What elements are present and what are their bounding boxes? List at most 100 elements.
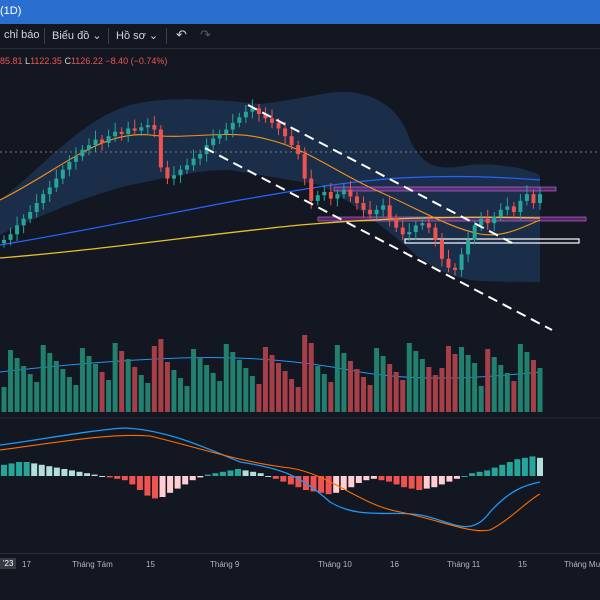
- volume-bar: [393, 372, 399, 412]
- candle-body: [2, 239, 6, 244]
- profile-button[interactable]: Hồ sơ ⌄: [116, 29, 158, 42]
- macd-histogram-bar: [272, 476, 279, 479]
- volume-bar: [86, 356, 92, 412]
- macd-histogram-bar: [348, 476, 355, 488]
- volume-bar: [465, 355, 471, 412]
- volume-bar: [445, 346, 451, 412]
- volume-bar: [230, 352, 236, 412]
- macd-histogram-bar: [280, 476, 287, 482]
- price-chart-canvas[interactable]: [0, 48, 600, 553]
- candle-body: [498, 209, 503, 217]
- macd-histogram-bar: [182, 476, 189, 485]
- volume-bar: [413, 351, 419, 412]
- volume-bar: [145, 383, 151, 412]
- candle-body: [387, 205, 392, 219]
- candle-body: [178, 169, 183, 176]
- macd-histogram-bar: [31, 463, 38, 476]
- macd-histogram-bar: [46, 466, 53, 476]
- volume-bar: [106, 380, 112, 412]
- volume-bar: [504, 373, 510, 412]
- candle-body: [8, 234, 13, 240]
- macd-histogram-bar: [265, 476, 272, 477]
- trendline-lower[interactable]: [204, 147, 553, 331]
- volume-bar: [432, 375, 438, 412]
- volume-bar: [282, 371, 288, 412]
- macd-histogram-bar: [159, 476, 166, 497]
- volume-bar: [452, 354, 458, 412]
- macd-histogram-bar: [378, 476, 385, 481]
- macd-histogram-bar: [129, 476, 136, 485]
- macd-histogram-bar: [189, 476, 196, 481]
- volume-bar: [256, 384, 262, 412]
- candles: [2, 99, 542, 277]
- macd-histogram-bar: [401, 476, 408, 488]
- candle-body: [348, 189, 353, 197]
- volume-bar: [223, 344, 229, 412]
- macd-histogram-bar: [151, 476, 158, 499]
- macd-histogram-bar: [114, 476, 121, 479]
- volume-bar: [158, 339, 164, 412]
- candle-body: [263, 113, 268, 119]
- macd-histogram-bar: [476, 471, 483, 476]
- macd-histogram-bar: [144, 476, 151, 496]
- bottom-strip: [0, 573, 600, 600]
- volume-bar: [387, 364, 393, 412]
- time-axis[interactable]: '23 17 Tháng Tám 15 Tháng 9 Tháng 10 16 …: [0, 553, 600, 574]
- volume-bar: [524, 352, 530, 412]
- volume-bar: [204, 365, 210, 412]
- candle-body: [309, 178, 314, 201]
- symbol-interval: (1D): [0, 5, 22, 17]
- volume-bar: [262, 347, 268, 412]
- candle-body: [524, 194, 529, 201]
- volume-bar: [439, 368, 445, 412]
- candle-body: [354, 196, 359, 204]
- volume-bar: [119, 351, 125, 412]
- macd-histogram-bar: [61, 469, 68, 476]
- macd-histogram-bar: [386, 476, 393, 482]
- macd-histogram-bar: [514, 459, 521, 476]
- candle-body: [472, 225, 477, 240]
- volume-bar: [530, 360, 536, 412]
- macd-histogram-bar: [167, 476, 174, 493]
- ohlc-low: 1122.35: [30, 56, 62, 66]
- volume-bar: [478, 386, 484, 412]
- candle-body: [341, 189, 346, 195]
- volume-bar: [132, 367, 138, 412]
- candle-body: [368, 209, 373, 215]
- macd-pane: [0, 427, 543, 532]
- macd-histogram-bar: [393, 476, 400, 485]
- volume-bar: [354, 369, 360, 412]
- volume-bar: [334, 345, 340, 412]
- candle-body: [126, 128, 131, 134]
- toolbar-divider: [44, 28, 45, 44]
- volume-bar: [328, 382, 334, 412]
- volume-bar: [177, 378, 183, 412]
- macd-histogram-bar: [106, 476, 113, 478]
- ohlc-change: −8.40 (−0.74%): [105, 56, 168, 66]
- macd-histogram-bar: [453, 476, 460, 479]
- macd-histogram-bar: [23, 462, 30, 476]
- volume-bar: [21, 366, 27, 412]
- volume-bar: [498, 365, 504, 412]
- undo-icon[interactable]: ↶: [176, 27, 187, 42]
- chart-type-button[interactable]: Biểu đồ ⌄: [52, 29, 102, 42]
- candle-body: [256, 108, 261, 114]
- indicators-button[interactable]: chỉ báo: [4, 29, 40, 41]
- volume-bar: [321, 374, 327, 412]
- time-tick: 16: [390, 560, 399, 569]
- redo-icon[interactable]: ↷: [200, 27, 211, 42]
- trendline-upper[interactable]: [247, 104, 517, 246]
- candle-body: [302, 154, 307, 179]
- toolbar-divider: [166, 28, 167, 44]
- macd-histogram-bar: [469, 473, 476, 476]
- macd-histogram-bar: [174, 476, 181, 489]
- candle-body: [185, 165, 190, 170]
- volume-bar: [341, 353, 347, 412]
- volume-bar: [197, 357, 203, 412]
- volume-bar: [138, 375, 144, 412]
- volume-bar: [419, 359, 425, 412]
- candle-body: [466, 239, 471, 255]
- price-pane: [0, 91, 600, 331]
- ohlc-close: 1126.22: [70, 56, 103, 66]
- candle-body: [211, 138, 216, 146]
